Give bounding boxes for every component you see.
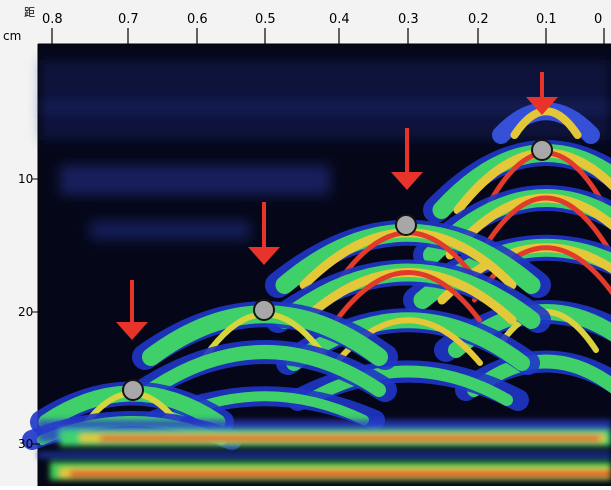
left-tick-label: 10 [18, 172, 33, 186]
top-tick-label: 0.7 [118, 12, 139, 27]
top-tick-label: 0 [594, 12, 602, 27]
top-tick-label: 0.2 [468, 12, 489, 27]
top-axis-bar [0, 0, 611, 44]
target-marker [396, 215, 416, 235]
left-axis-bar [0, 0, 38, 486]
left-tick-label: 30 [18, 437, 33, 451]
target-marker [254, 300, 274, 320]
unit-label: cm [3, 29, 21, 43]
target-marker [532, 140, 552, 160]
top-tick-label: 0.6 [187, 12, 208, 27]
top-tick-label: 0.8 [42, 12, 63, 27]
corner-symbol: 距 [24, 6, 35, 19]
top-tick-label: 0.5 [255, 12, 276, 27]
target-marker [123, 380, 143, 400]
top-tick-label: 0.4 [329, 12, 350, 27]
top-tick-label: 0.1 [536, 12, 557, 27]
top-tick-label: 0.3 [398, 12, 419, 27]
left-tick-label: 20 [18, 305, 33, 319]
